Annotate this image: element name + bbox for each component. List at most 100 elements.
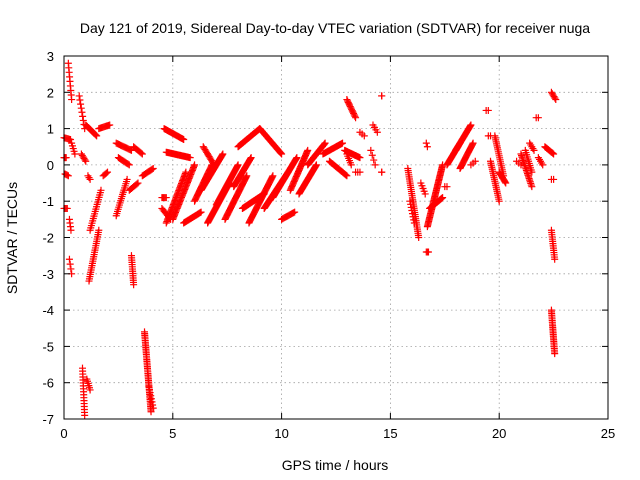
data-point xyxy=(85,174,93,182)
data-point xyxy=(191,161,199,169)
data-point xyxy=(86,175,94,183)
data-point xyxy=(63,171,71,179)
data-point xyxy=(75,92,83,100)
data-point xyxy=(82,157,90,165)
data-point xyxy=(63,204,71,212)
data-point xyxy=(530,146,538,154)
data-point xyxy=(371,161,379,169)
data-point xyxy=(312,161,320,169)
data-point xyxy=(342,171,350,179)
x-tick-label: 25 xyxy=(601,426,615,441)
data-point xyxy=(77,100,85,108)
y-axis-label: SDTVAR / TECUs xyxy=(4,182,20,294)
data-point xyxy=(219,150,227,158)
data-point xyxy=(424,248,432,256)
data-point xyxy=(77,104,85,112)
data-point xyxy=(134,179,142,187)
data-point xyxy=(180,135,188,143)
data-point xyxy=(67,265,75,273)
data-point xyxy=(81,156,89,164)
data-point xyxy=(93,132,101,140)
data-point xyxy=(81,411,89,419)
data-point xyxy=(320,140,328,148)
data-point xyxy=(71,150,79,158)
y-tick-labels: 3 2 1 0 -1 -2 -3 -4 -5 -6 -7 xyxy=(42,49,54,427)
x-tick-label: 10 xyxy=(274,426,288,441)
data-point xyxy=(373,128,381,136)
data-point xyxy=(130,281,138,289)
data-point xyxy=(278,150,286,158)
data-point xyxy=(124,160,132,168)
data-point xyxy=(352,114,360,122)
data-point xyxy=(86,386,94,394)
data-point xyxy=(234,161,242,169)
data-point xyxy=(367,146,375,154)
data-point xyxy=(368,151,376,159)
data-point xyxy=(443,183,451,191)
y-tick-label: 1 xyxy=(47,122,54,137)
data-point xyxy=(269,172,277,180)
axis-ticks xyxy=(63,55,609,420)
y-tick-label: 2 xyxy=(47,85,54,100)
data-point xyxy=(138,150,146,158)
data-point xyxy=(147,392,155,400)
x-tick-labels: 0 5 10 15 20 25 xyxy=(60,426,615,441)
data-point xyxy=(76,96,84,104)
data-point xyxy=(209,160,217,168)
y-tick-label: 0 xyxy=(47,158,54,173)
data-point xyxy=(408,207,416,215)
data-point xyxy=(343,172,351,180)
y-tick-label: -4 xyxy=(42,303,54,318)
y-tick-label: -7 xyxy=(42,412,54,427)
data-point xyxy=(182,168,190,176)
data-point xyxy=(550,175,558,183)
data-point xyxy=(351,112,359,120)
data-point xyxy=(78,108,86,116)
data-point xyxy=(347,161,355,169)
data-point xyxy=(551,255,559,263)
data-point xyxy=(304,146,312,154)
data-point xyxy=(148,398,156,406)
y-tick-label: -3 xyxy=(42,267,54,282)
data-point xyxy=(290,209,298,217)
data-point xyxy=(79,116,87,124)
data-point xyxy=(534,114,542,122)
data-point xyxy=(370,156,378,164)
data-point xyxy=(410,219,418,227)
data-point xyxy=(104,168,112,176)
y-tick-label: 3 xyxy=(47,49,54,64)
data-point xyxy=(186,154,194,162)
data-point xyxy=(68,96,76,104)
data-point xyxy=(439,194,447,202)
data-point xyxy=(102,169,110,177)
data-point xyxy=(408,210,416,218)
x-tick-label: 15 xyxy=(383,426,397,441)
data-point xyxy=(291,208,299,216)
data-point xyxy=(551,94,559,102)
data-point xyxy=(409,213,417,221)
data-point xyxy=(147,395,155,403)
data-point xyxy=(467,121,475,129)
data-point xyxy=(67,226,75,234)
data-point xyxy=(277,149,285,157)
data-point xyxy=(123,175,131,183)
data-point xyxy=(407,203,415,211)
data-point xyxy=(471,157,479,165)
data-point xyxy=(133,180,141,188)
x-axis-label: GPS time / hours xyxy=(282,457,389,473)
data-point xyxy=(551,350,559,358)
data-point xyxy=(469,139,477,147)
data-point xyxy=(321,139,329,147)
data-point xyxy=(410,216,418,224)
data-point xyxy=(378,168,386,176)
data-point xyxy=(549,149,557,157)
data-point xyxy=(423,143,431,151)
data-point xyxy=(550,150,558,158)
data-point xyxy=(539,161,547,169)
data-points xyxy=(60,59,560,419)
data-point xyxy=(276,148,284,156)
y-tick-label: -5 xyxy=(42,339,54,354)
data-point xyxy=(145,385,153,393)
data-point xyxy=(149,165,157,173)
data-point xyxy=(79,112,87,120)
